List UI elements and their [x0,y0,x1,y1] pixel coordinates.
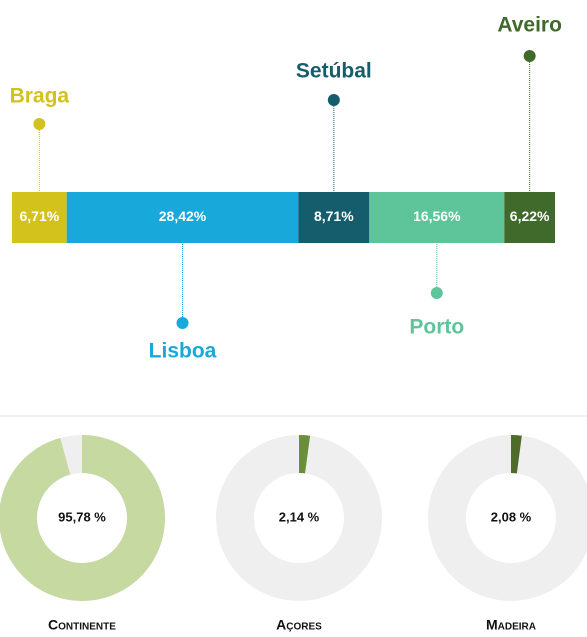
segment-label: 28,42% [159,208,207,224]
donut-value: 2,14 % [279,509,320,524]
bar-segment [504,192,555,243]
segment-label: 16,56% [413,208,461,224]
region-name: Lisboa [149,340,217,363]
bar-segment [12,192,67,243]
donut-slice [299,435,311,474]
region-name: Setúbal [296,60,372,83]
segment-label: 8,71% [314,208,354,224]
pin-dot [327,94,340,106]
region-name: Aveiro [497,14,562,37]
donut-title: Madeira [486,617,536,633]
bar-segment [66,192,299,243]
region-name: Porto [409,316,464,339]
donut-value: 95,78 % [58,509,106,524]
pin-dot [176,317,189,329]
bar-segment [298,192,370,243]
donut-slice [511,435,522,474]
donut-value: 2,08 % [491,509,532,524]
segment-label: 6,22% [510,208,550,224]
pin-dot [430,287,443,299]
pin-dot [33,118,46,130]
donut-title: Açores [276,617,322,633]
pin-dot [523,50,536,62]
segment-label: 6,71% [19,208,59,224]
donut-slice [0,435,165,601]
bar-segment [369,192,505,243]
region-name: Braga [10,85,70,108]
donut-title: Continente [48,617,116,633]
